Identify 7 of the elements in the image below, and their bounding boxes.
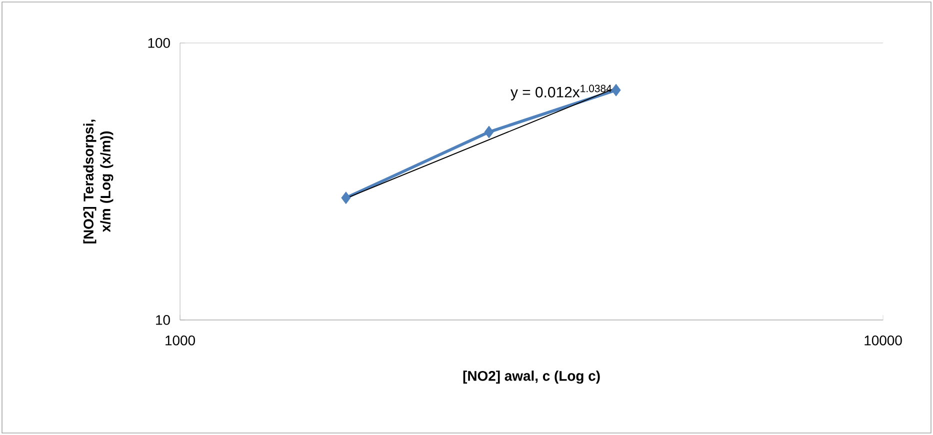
x-tick-label: 1000 (166, 335, 196, 346)
annotation: y = 0.012x$^{1.0384}$ (510, 84, 612, 100)
y-axis-title: [NO2] Teradsorpsi, x/m (Log (x/m)) (83, 120, 114, 244)
y-tick-label: 10 (156, 315, 170, 325)
y-tick-label: 100 (148, 38, 170, 48)
x-axis-title: [NO2] awal, c (Log c) (463, 370, 600, 384)
x-tick-label: 10000 (864, 335, 902, 346)
